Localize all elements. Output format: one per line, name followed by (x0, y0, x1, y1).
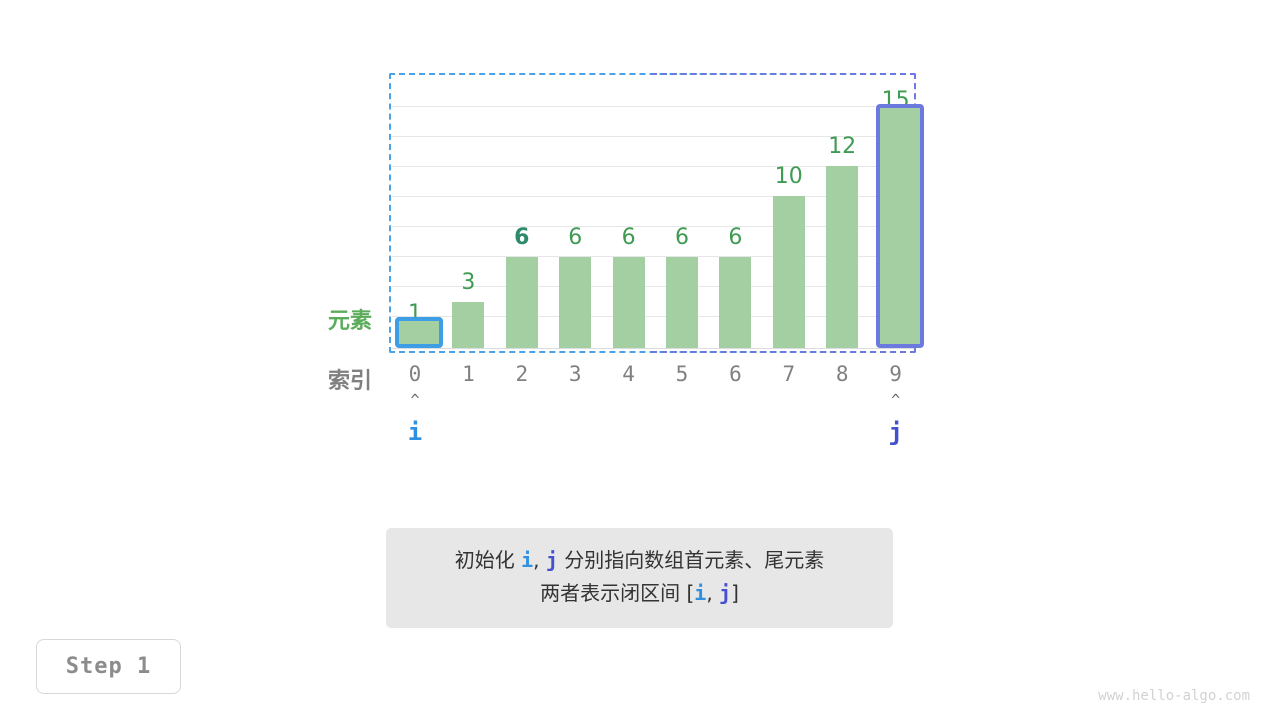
bar-rect[interactable] (719, 257, 752, 348)
caption-pointer-j: j (545, 548, 558, 572)
index-label: 5 (675, 362, 689, 386)
bar-value-label: 6 (568, 225, 583, 250)
bar-column[interactable]: 15 9 ^ j (869, 0, 924, 446)
index-label: 4 (622, 362, 635, 386)
pointer-caret-j: ^ (891, 391, 901, 409)
bar-rect[interactable] (452, 302, 485, 348)
bar-value-label: 6 (675, 225, 689, 250)
bar-value-label: 12 (828, 134, 857, 159)
gridline (392, 106, 914, 107)
gridline (392, 136, 914, 137)
bar-rect[interactable] (772, 196, 805, 348)
pointer-label-i: i (407, 418, 423, 446)
bar-rect[interactable] (875, 104, 924, 348)
bar-value-label: 6 (728, 225, 743, 250)
gridline (392, 226, 914, 227)
caption-comma: , (706, 581, 720, 605)
bar-column[interactable]: 12 8 (815, 0, 869, 386)
bar-rect[interactable] (666, 257, 698, 348)
bar-fill (399, 321, 439, 344)
index-label: 3 (568, 362, 582, 386)
caption-comma: , (533, 548, 546, 572)
bar-value-label: 6 (621, 225, 636, 250)
caption-pointer-j: j (719, 581, 732, 605)
bar-value-label: 6 (514, 225, 530, 250)
bar-value-label: 3 (461, 270, 476, 295)
bar-rect[interactable] (559, 257, 592, 348)
gridline (392, 196, 914, 197)
caption-box: 初始化 i, j 分别指向数组首元素、尾元素 两者表示闭区间 [i, j] (386, 528, 893, 628)
index-label: 2 (515, 362, 529, 386)
caption-text: 两者表示闭区间 [ (540, 581, 695, 605)
index-label: 0 (408, 362, 422, 386)
bar-fill (879, 108, 920, 344)
bar-column[interactable]: 1 0 ^ i (388, 0, 443, 446)
bar-column[interactable]: 10 7 (762, 0, 816, 386)
gridline (392, 166, 914, 167)
step-badge: Step 1 (36, 639, 181, 694)
index-label: 7 (782, 362, 796, 386)
axis-baseline (392, 348, 914, 349)
caption-pointer-i: i (521, 548, 534, 572)
caption-line-2: 两者表示闭区间 [i, j] (386, 577, 893, 610)
bar-rect[interactable] (612, 257, 645, 348)
gridline (392, 256, 914, 257)
caption-pointer-i: i (694, 581, 707, 605)
index-label: 9 (889, 362, 902, 386)
axis-label-element: 元素 (327, 309, 372, 334)
bar-value-label: 10 (774, 164, 803, 189)
watermark: www.hello-algo.com (1098, 688, 1250, 704)
pointer-label-j: j (888, 418, 903, 446)
index-label: 1 (462, 362, 475, 386)
bar-rect[interactable] (395, 317, 443, 348)
index-label: 6 (729, 362, 742, 386)
caption-text: ] (731, 581, 739, 605)
pointer-caret-i: ^ (410, 391, 420, 409)
caption-text: 分别指向数组首元素、尾元素 (557, 548, 825, 572)
bar-rect[interactable] (505, 257, 538, 348)
caption-text: 初始化 (454, 548, 522, 572)
caption-line-1: 初始化 i, j 分别指向数组首元素、尾元素 (386, 544, 893, 577)
chart-area: 元素 索引 1 0 ^ i 3 1 6 2 6 3 6 4 6 5 6 6 10 7 12 8 15 9 ^ j (327, 0, 924, 446)
gridline (392, 316, 914, 317)
axis-label-index: 索引 (327, 369, 372, 394)
index-label: 8 (835, 362, 849, 386)
bar-rect[interactable] (826, 166, 859, 348)
gridline (392, 286, 914, 287)
step-badge-label: Step 1 (65, 654, 152, 679)
